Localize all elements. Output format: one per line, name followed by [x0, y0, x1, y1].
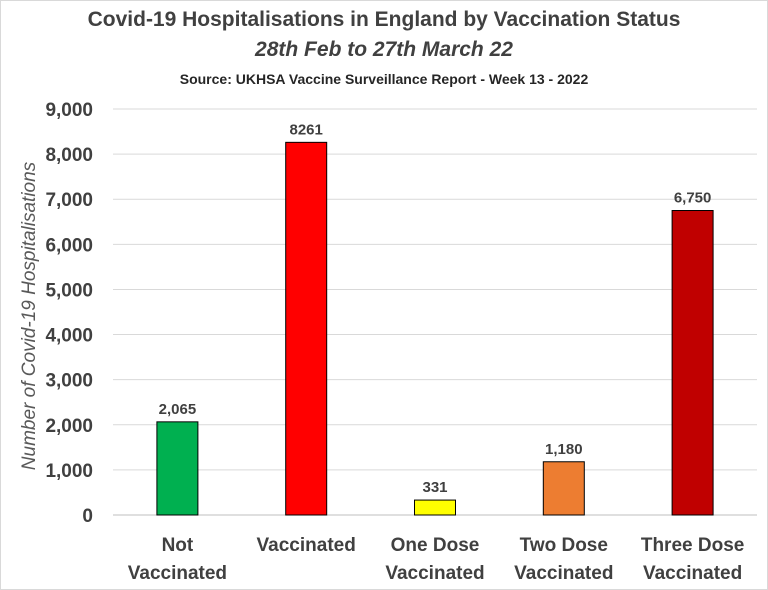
x-tick-label: Vaccinated	[643, 563, 742, 584]
data-label: 2,065	[159, 401, 197, 418]
data-label: 1,180	[545, 441, 583, 458]
y-tick-label: 0	[82, 506, 93, 527]
x-tick-label: One Dose	[391, 535, 480, 556]
bar	[542, 461, 585, 516]
data-label: 331	[422, 479, 447, 496]
y-tick-label: 4,000	[45, 326, 93, 347]
y-tick-label: 5,000	[45, 280, 93, 301]
x-tick-label: Vaccinated	[257, 535, 356, 556]
bar	[156, 421, 199, 516]
chart-subtitle: 28th Feb to 27th March 22	[255, 38, 513, 61]
x-tick-label: Vaccinated	[128, 563, 227, 584]
y-tick-label: 9,000	[45, 100, 93, 121]
y-tick-label: 8,000	[45, 145, 93, 166]
y-tick-label: 3,000	[45, 371, 93, 392]
x-tick-label: Vaccinated	[514, 563, 613, 584]
bar	[414, 499, 456, 516]
bar	[671, 210, 714, 516]
data-label: 8261	[290, 121, 323, 138]
x-tick-label: Vaccinated	[385, 563, 484, 584]
x-tick-label: Three Dose	[641, 535, 744, 556]
x-tick-label: Two Dose	[520, 535, 608, 556]
x-tick-label: Not	[162, 535, 194, 556]
bar	[285, 141, 328, 516]
y-tick-label: 1,000	[45, 461, 93, 482]
y-tick-label: 2,000	[45, 416, 93, 437]
data-label: 6,750	[674, 190, 712, 207]
y-tick-label: 6,000	[45, 235, 93, 256]
chart-title: Covid-19 Hospitalisations in England by …	[87, 8, 681, 31]
chart-source: Source: UKHSA Vaccine Surveillance Repor…	[179, 71, 589, 87]
y-tick-label: 7,000	[45, 190, 93, 211]
